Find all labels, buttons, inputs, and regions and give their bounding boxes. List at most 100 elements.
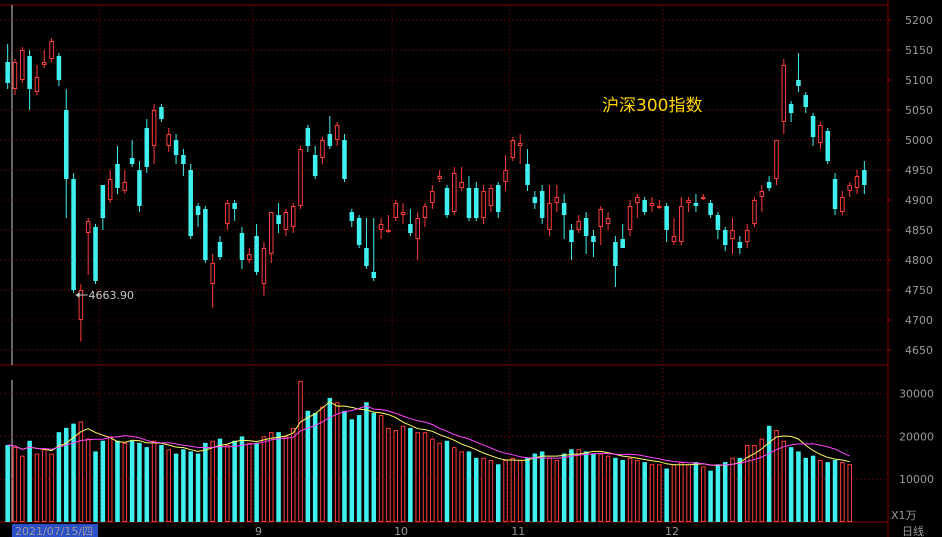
volume-bar — [283, 436, 289, 523]
candle — [239, 227, 245, 269]
candle — [627, 200, 633, 236]
candle — [774, 140, 779, 185]
candle — [722, 227, 728, 251]
candle-body — [298, 149, 303, 206]
candle — [122, 170, 128, 194]
candle — [525, 149, 530, 191]
candle-body — [349, 212, 355, 221]
volume-bar — [796, 451, 801, 522]
candle — [93, 224, 98, 284]
volume-bar — [334, 402, 340, 523]
volume-bar — [268, 432, 274, 522]
candle — [862, 161, 867, 194]
volume-bar — [422, 432, 428, 522]
volume-bar — [539, 451, 545, 522]
candle — [459, 167, 464, 191]
volume-bar — [664, 468, 669, 522]
volume-bar — [657, 464, 662, 522]
candle-body — [671, 236, 677, 242]
candle — [203, 206, 208, 263]
candle — [532, 191, 538, 209]
period-label[interactable]: 日线 — [902, 524, 924, 537]
volume-bar — [210, 440, 215, 523]
candle — [430, 185, 435, 209]
volume-bar — [532, 453, 538, 522]
volume-bar — [151, 440, 157, 523]
candle-body — [122, 182, 128, 191]
candle-body — [649, 203, 655, 206]
candle — [20, 47, 25, 83]
candle-body — [210, 263, 215, 284]
candle-body — [722, 230, 728, 245]
candle-body — [730, 230, 735, 239]
candle — [188, 164, 193, 239]
candle — [356, 215, 362, 248]
candle — [85, 218, 91, 275]
volume-bar — [195, 453, 201, 522]
candle-body — [774, 140, 779, 179]
candle — [298, 146, 303, 209]
volume-unit-label: X1万 — [891, 509, 917, 522]
volume-bar — [708, 470, 713, 522]
volume-bar — [378, 415, 384, 522]
volume-bar — [415, 432, 420, 522]
volume-bar — [700, 466, 706, 522]
candle — [488, 185, 494, 212]
price-tick-label: 4800 — [905, 254, 933, 267]
candle-body — [788, 104, 794, 113]
volume-bar — [832, 459, 838, 522]
candle-body — [393, 203, 398, 218]
volume-bar — [173, 453, 179, 522]
candle-body — [444, 188, 450, 215]
candle — [503, 155, 508, 191]
candle — [261, 242, 267, 296]
candle — [679, 197, 684, 245]
candle — [818, 122, 823, 149]
candle-body — [144, 128, 150, 167]
candle — [49, 38, 54, 62]
volume-bar — [342, 410, 347, 522]
volume-bar — [115, 440, 120, 522]
price-tick-label: 4900 — [905, 194, 933, 207]
candle-body — [5, 62, 10, 83]
volume-bar — [620, 459, 625, 522]
volume-bar — [591, 453, 596, 522]
candle-body — [605, 218, 611, 224]
candle — [591, 230, 596, 257]
volume-bar — [78, 421, 84, 523]
candle — [115, 146, 120, 194]
volume-bar — [122, 442, 128, 522]
moving-average-layer — [7, 401, 850, 467]
volume-bar — [203, 442, 208, 522]
volume-bar — [254, 442, 259, 522]
candle-body — [364, 248, 369, 266]
candle-body — [93, 227, 98, 281]
candle — [635, 194, 640, 218]
candle-body — [203, 209, 208, 260]
volume-bar — [679, 462, 684, 523]
volume-bar — [510, 457, 516, 523]
candle — [495, 182, 501, 218]
candle-body — [737, 242, 743, 248]
candle — [312, 146, 318, 179]
volume-bar — [503, 459, 508, 523]
volume-bar — [129, 440, 135, 522]
date-highlight-bg — [12, 524, 98, 537]
date-axis: 2021/07/15/四 X1万 日线 9 10 11 12 — [12, 509, 924, 537]
candle — [539, 185, 545, 224]
volume-bar — [474, 457, 479, 522]
candle — [12, 59, 18, 95]
volume-bar — [613, 457, 618, 522]
candle-body — [173, 140, 179, 155]
volume-bar — [561, 453, 567, 522]
candle — [854, 170, 860, 194]
price-tick-label: 5150 — [905, 44, 933, 57]
month-label: 9 — [255, 525, 262, 537]
volume-bar — [225, 445, 230, 522]
candle — [517, 134, 523, 164]
volume-bar — [635, 459, 640, 523]
candle — [217, 236, 223, 260]
candle — [71, 173, 76, 293]
volume-bar — [730, 457, 735, 523]
